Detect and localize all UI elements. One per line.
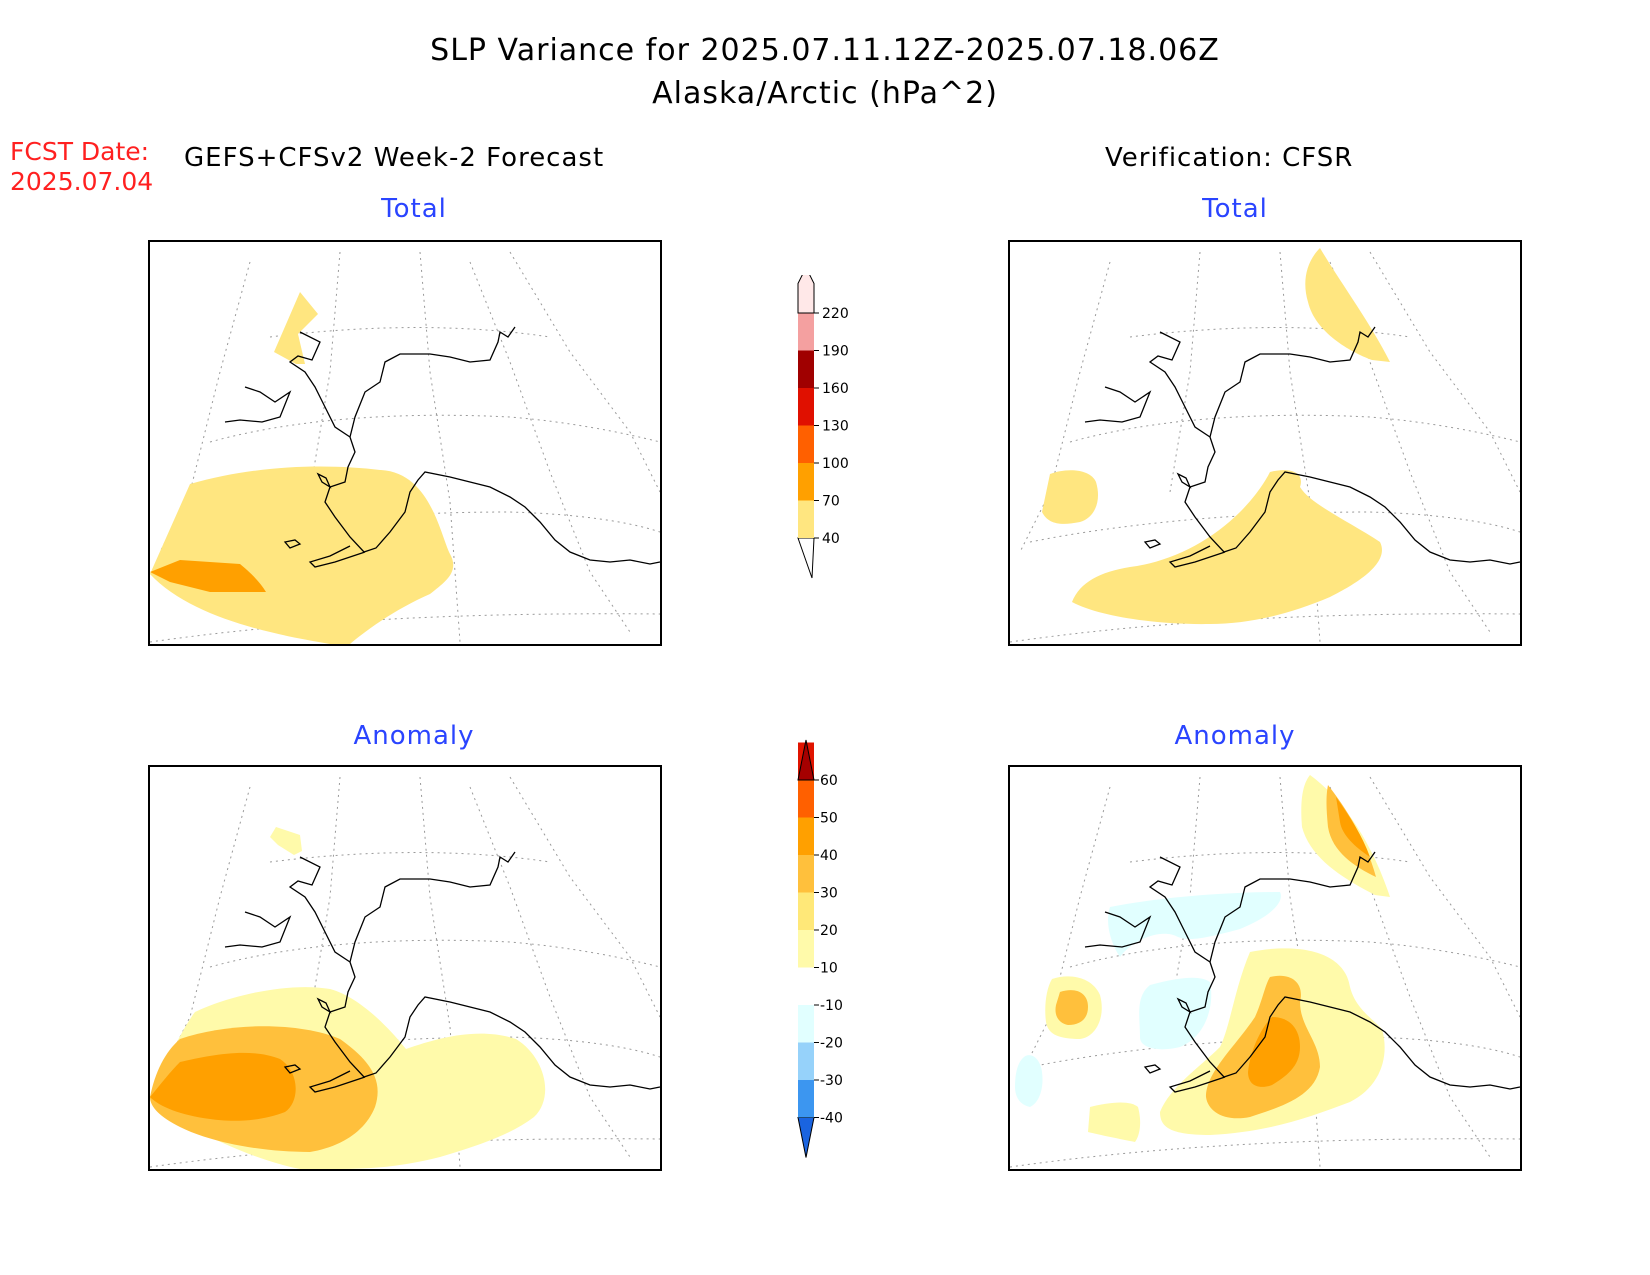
graticule-line <box>509 251 660 493</box>
variance-contour-40-east <box>1305 248 1390 362</box>
coast-path <box>1084 851 1520 1093</box>
graticule-line <box>1069 939 1520 968</box>
colorbar-upper-tip <box>797 739 815 781</box>
forecast-date-label: FCST Date: <box>10 137 150 166</box>
graticule-line <box>509 776 660 1018</box>
graticule-line <box>309 776 341 1018</box>
colorbar-tick-label: 20 <box>820 923 838 939</box>
colorbar-swatch <box>798 817 814 855</box>
colorbar-tick-label: -20 <box>820 1036 843 1052</box>
colorbar-swatch <box>798 892 814 930</box>
graticule-line <box>1069 414 1520 443</box>
graticule-line <box>209 414 660 443</box>
colorbar-tick-label: 190 <box>822 344 849 360</box>
coast-path <box>224 851 660 1093</box>
variance-contour-40-north <box>274 292 318 364</box>
graticule-line <box>1010 1138 1520 1168</box>
colorbar-tick-label: 130 <box>822 419 849 435</box>
coast-path <box>224 326 660 568</box>
anomaly-contour-30-central <box>1248 1017 1300 1087</box>
panel-title-verification-total: Total <box>1202 194 1268 224</box>
colorbar-tick-label: -30 <box>820 1073 843 1089</box>
variance-contour-40 <box>150 466 454 644</box>
colorbar-total: 40 70 100 130 160 190 220 <box>797 275 849 579</box>
verification-header: Verification: CFSR <box>1105 143 1354 173</box>
colorbar-swatch <box>798 463 814 501</box>
colorbar-tick-label: 10 <box>820 961 838 977</box>
graticule-line <box>469 261 631 633</box>
main-subtitle: Alaska/Arctic (hPa^2) <box>652 76 998 111</box>
panel-title-forecast-total: Total <box>381 194 447 224</box>
anomaly-contour-30 <box>150 1052 296 1121</box>
coastline <box>224 851 660 1093</box>
graticule-line <box>1279 251 1321 643</box>
colorbar-tick-label: 100 <box>822 456 849 472</box>
colorbar-upper-tip <box>797 275 815 314</box>
forecast-date-block: FCST Date: 2025.07.04 <box>10 137 153 197</box>
map-forecast-total <box>148 240 662 646</box>
coast-path <box>1084 326 1520 568</box>
graticule-line <box>309 251 341 493</box>
variance-contour-70 <box>150 560 266 592</box>
map-forecast-anomaly <box>148 765 662 1171</box>
panel-title-verification-anomaly: Anomaly <box>1174 721 1296 751</box>
variance-contour-40-central <box>1072 470 1382 625</box>
anomaly-contour-30-east <box>1336 797 1370 857</box>
colorbar-swatch <box>798 1080 814 1118</box>
colorbar-tick-label: 220 <box>822 306 849 322</box>
colorbar-swatch <box>798 1042 814 1080</box>
forecast-date-value: 2025.07.04 <box>10 167 154 196</box>
map-verification-total <box>1008 240 1522 646</box>
anomaly-contour-neg10-central <box>1139 977 1212 1050</box>
colorbar-swatch <box>798 930 814 968</box>
panel-title-forecast-anomaly: Anomaly <box>353 721 475 751</box>
colorbar-tick-label: 160 <box>822 381 849 397</box>
colorbar-tick-label: 50 <box>820 811 838 827</box>
graticule-line <box>419 251 461 643</box>
colorbar-lower-tip <box>797 1117 815 1158</box>
colorbar-tick-label: 70 <box>822 494 840 510</box>
coastline <box>1084 851 1520 1093</box>
forecast-header: GEFS+CFSv2 Week-2 Forecast <box>184 143 605 173</box>
graticule-line <box>269 327 551 338</box>
colorbar-tick-label: -40 <box>820 1111 843 1127</box>
anomaly-contour-20-west <box>1055 990 1088 1025</box>
anomaly-contour-neg10-west <box>1015 1055 1043 1107</box>
colorbar-swatch <box>798 855 814 893</box>
colorbar-swatch <box>798 1005 814 1043</box>
graticule-line <box>1369 251 1520 493</box>
colorbar-swatch <box>798 350 814 388</box>
colorbar-lower-tip <box>797 537 815 579</box>
graticule-line <box>1019 786 1111 1078</box>
colorbar-tick-label: 60 <box>820 773 838 789</box>
colorbar-swatch <box>798 967 814 1005</box>
anomaly-contour-neg10-north <box>1108 892 1281 957</box>
graticule-line <box>1169 251 1201 493</box>
variance-contour-40-west <box>1042 470 1099 524</box>
coastline <box>224 326 660 568</box>
colorbar-tick-label: -10 <box>820 998 843 1014</box>
colorbar-tick-label: 40 <box>822 531 840 547</box>
colorbar-swatch <box>798 425 814 463</box>
map-verification-anomaly <box>1008 765 1522 1171</box>
colorbar-anomaly: -40 -30 -20 -10 10 20 30 40 50 60 <box>797 739 843 1158</box>
graticule-line <box>1019 261 1111 553</box>
colorbar-tick-label: 40 <box>820 848 838 864</box>
colorbar-swatch <box>798 388 814 426</box>
anomaly-contour-10-south <box>1088 1102 1141 1142</box>
colorbar-swatch <box>798 313 814 351</box>
graticule-line <box>209 939 660 968</box>
main-title: SLP Variance for 2025.07.11.12Z-2025.07.… <box>430 33 1220 68</box>
colorbar-tick-label: 30 <box>820 886 838 902</box>
anomaly-contour-10-north <box>270 827 302 855</box>
colorbar-swatch <box>798 500 814 538</box>
graticule-line <box>1369 776 1520 1018</box>
coastline <box>1084 326 1520 568</box>
colorbar-swatch <box>798 780 814 818</box>
graticule-line <box>269 852 551 863</box>
graticule-line <box>419 776 461 1168</box>
